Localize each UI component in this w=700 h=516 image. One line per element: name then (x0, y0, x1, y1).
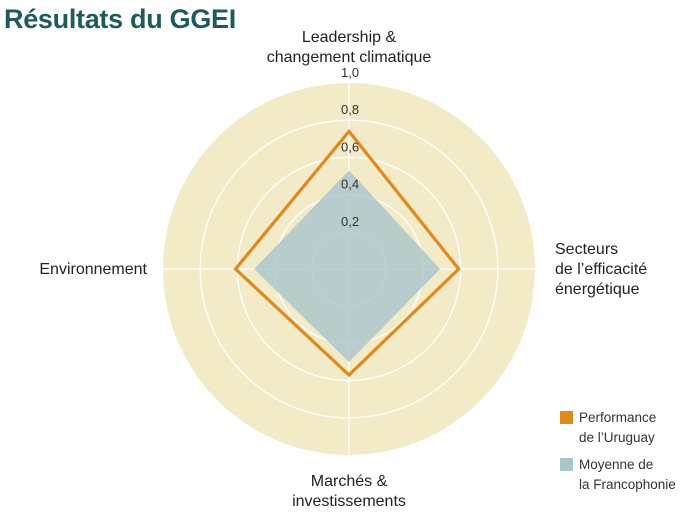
legend-swatch (560, 458, 573, 471)
axis-label: Secteurs de l’efficacité énergétique (555, 241, 647, 298)
radar-axis-labels: Leadership & changement climatique Secteur… (39, 29, 647, 510)
radar-tick-labels: 0,2 0,4 0,6 0,8 1,0 (341, 65, 359, 229)
chart-legend: Performance de l’Uruguay Moyenne de la Fran… (560, 410, 676, 492)
series-polygon-uruguay (233, 128, 461, 378)
tick-label: 0,8 (341, 102, 359, 117)
tick-label: 0,4 (341, 177, 359, 192)
legend-label: Performance de l’Uruguay (579, 410, 656, 445)
chart-title: Résultats du GGEI (4, 4, 236, 34)
axis-label: Marchés & investissements (292, 473, 406, 510)
tick-label: 1,0 (341, 65, 359, 80)
axis-label: Leadership & changement climatique (267, 29, 432, 66)
series-polygon-francophonie (254, 170, 441, 362)
legend-label: Moyenne de la Francophonie (579, 457, 676, 492)
tick-label: 0,2 (341, 214, 359, 229)
radar-series (233, 128, 461, 378)
axis-label: Environnement (39, 261, 147, 278)
tick-label: 0,6 (341, 139, 359, 154)
legend-swatch (560, 411, 573, 424)
